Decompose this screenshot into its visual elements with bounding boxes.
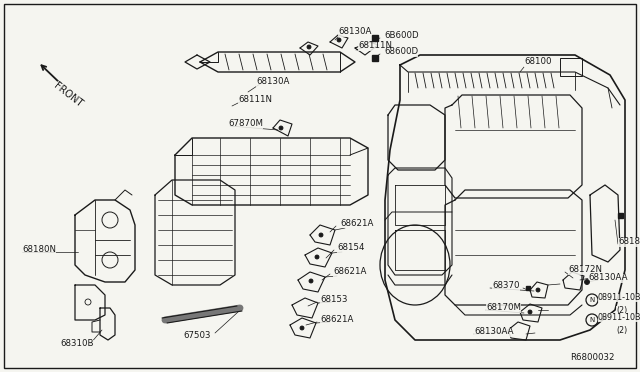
Bar: [372, 35, 378, 41]
Text: 6B600D: 6B600D: [384, 31, 419, 39]
Text: 67503: 67503: [183, 331, 211, 340]
Text: N: N: [589, 297, 595, 303]
Text: FRONT: FRONT: [52, 81, 84, 109]
Text: 68130AA: 68130AA: [474, 327, 513, 337]
Text: 68600D: 68600D: [384, 48, 418, 57]
Circle shape: [337, 38, 341, 42]
Text: 68100: 68100: [524, 58, 552, 67]
Text: 08911-10B1G: 08911-10B1G: [598, 292, 640, 301]
Text: 08911-10B1G: 08911-10B1G: [598, 312, 640, 321]
Circle shape: [536, 288, 540, 292]
Text: 68621A: 68621A: [340, 218, 373, 228]
Text: 68621A: 68621A: [320, 315, 353, 324]
Circle shape: [315, 255, 319, 259]
Text: 68621A: 68621A: [333, 267, 366, 276]
Bar: [372, 55, 378, 61]
Circle shape: [319, 233, 323, 237]
Circle shape: [584, 279, 589, 285]
Text: R6800032: R6800032: [570, 353, 614, 362]
Bar: [618, 212, 623, 218]
Circle shape: [528, 310, 532, 314]
Text: 68130A: 68130A: [256, 77, 289, 87]
Bar: [526, 286, 530, 290]
Circle shape: [279, 126, 283, 130]
Text: 68370: 68370: [492, 282, 520, 291]
Text: 68180N: 68180N: [22, 246, 56, 254]
Text: 68111N: 68111N: [238, 96, 272, 105]
Text: 67870M: 67870M: [228, 119, 263, 128]
Text: 68310B: 68310B: [60, 340, 93, 349]
Circle shape: [307, 45, 311, 49]
Bar: [560, 58, 582, 76]
Text: (2): (2): [616, 305, 627, 314]
Text: N: N: [589, 317, 595, 323]
Text: 68172N: 68172N: [568, 266, 602, 275]
Text: 68153: 68153: [320, 295, 348, 305]
Circle shape: [309, 279, 313, 283]
Text: 68130A: 68130A: [338, 28, 371, 36]
Text: 68154: 68154: [337, 244, 365, 253]
Text: 68130AA: 68130AA: [588, 273, 627, 282]
Text: 68170M: 68170M: [486, 304, 521, 312]
Text: 68111N: 68111N: [358, 42, 392, 51]
Circle shape: [300, 326, 304, 330]
Text: (2): (2): [616, 326, 627, 334]
Text: 68180NA: 68180NA: [618, 237, 640, 247]
